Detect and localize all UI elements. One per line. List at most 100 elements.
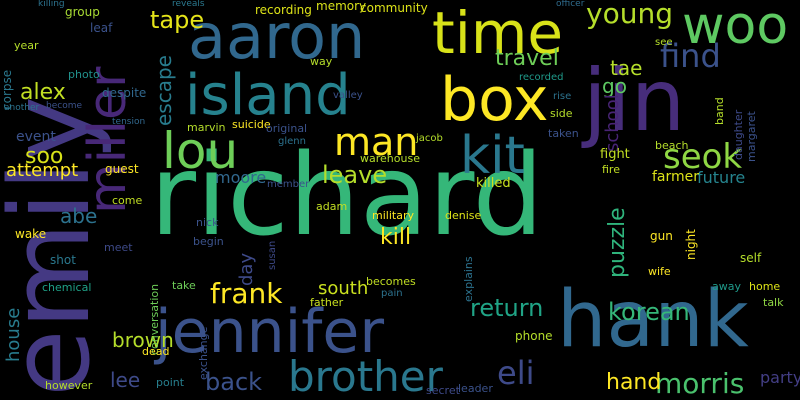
word: jennifer bbox=[155, 297, 385, 367]
word: aaron bbox=[188, 0, 366, 73]
word: phone bbox=[515, 329, 553, 343]
word: recording bbox=[255, 3, 312, 17]
word: dead bbox=[142, 345, 170, 358]
word: margaret bbox=[745, 111, 758, 162]
word: leaf bbox=[90, 21, 113, 35]
word: find bbox=[660, 37, 721, 75]
word: return bbox=[470, 294, 544, 322]
word: talk bbox=[763, 296, 784, 309]
word: group bbox=[65, 5, 100, 19]
word: community bbox=[360, 1, 428, 15]
word: year bbox=[14, 39, 39, 52]
word: rise bbox=[553, 91, 572, 102]
word: guest bbox=[105, 162, 139, 176]
word: officer bbox=[556, 0, 585, 9]
word: father bbox=[310, 296, 344, 309]
word: shot bbox=[50, 253, 76, 267]
word: military bbox=[372, 209, 414, 222]
word: daughter bbox=[732, 109, 745, 160]
word: killed bbox=[476, 176, 511, 191]
word: nick bbox=[196, 216, 219, 229]
word: gun bbox=[650, 229, 673, 243]
word: tension bbox=[112, 117, 146, 127]
word: abe bbox=[60, 204, 98, 228]
word: leader bbox=[458, 382, 493, 395]
word: pain bbox=[381, 288, 403, 299]
word: meet bbox=[104, 241, 133, 254]
word: soo bbox=[25, 144, 64, 169]
word: go bbox=[602, 74, 627, 98]
word: back bbox=[205, 368, 263, 396]
word: puzzle bbox=[605, 207, 630, 278]
word: night bbox=[684, 229, 698, 260]
word: jacob bbox=[416, 133, 443, 144]
word: self bbox=[740, 251, 762, 265]
word: tape bbox=[150, 6, 205, 34]
word: time bbox=[432, 0, 564, 67]
word: suicide bbox=[232, 118, 271, 131]
word: korean bbox=[608, 298, 690, 326]
word: farmer bbox=[652, 169, 700, 185]
word: wake bbox=[15, 227, 47, 241]
word: reveals bbox=[172, 0, 205, 9]
word: event bbox=[16, 129, 56, 145]
word: away bbox=[712, 280, 741, 293]
word: way bbox=[310, 55, 333, 68]
word: brother bbox=[288, 352, 443, 400]
word: lou bbox=[162, 122, 239, 180]
word: hand bbox=[606, 370, 662, 395]
word: exchange bbox=[197, 326, 210, 380]
word: recorded bbox=[519, 72, 564, 83]
word: eli bbox=[497, 354, 535, 392]
word: morris bbox=[655, 367, 745, 400]
word: valley bbox=[333, 90, 363, 101]
word: explains bbox=[462, 256, 475, 302]
word: south bbox=[318, 278, 369, 299]
word: woo bbox=[682, 0, 789, 56]
word: travel bbox=[495, 46, 559, 71]
word: however bbox=[45, 379, 93, 392]
word: becomes bbox=[366, 275, 416, 288]
word: island bbox=[185, 63, 351, 128]
word: beach bbox=[655, 139, 689, 152]
word: fire bbox=[602, 163, 620, 176]
word: future bbox=[697, 168, 746, 187]
word: school bbox=[602, 94, 623, 152]
word: kill bbox=[380, 225, 412, 250]
word: despite bbox=[102, 86, 147, 100]
word: wife bbox=[648, 265, 671, 278]
word: home bbox=[749, 280, 781, 293]
word: tae bbox=[610, 56, 643, 80]
word: kit bbox=[460, 126, 525, 186]
word: frank bbox=[210, 277, 283, 310]
word: band bbox=[713, 97, 726, 125]
word: become bbox=[46, 101, 83, 111]
word: killing bbox=[38, 0, 65, 9]
word: member bbox=[267, 179, 310, 190]
word: box bbox=[440, 65, 549, 135]
word: jin bbox=[583, 51, 686, 151]
word: chemical bbox=[42, 281, 92, 294]
word: alex bbox=[20, 80, 66, 105]
word: lee bbox=[110, 368, 141, 392]
word: glenn bbox=[278, 136, 306, 147]
word: leave bbox=[322, 161, 388, 189]
word: begin bbox=[193, 235, 224, 248]
word: come bbox=[112, 194, 143, 207]
word: side bbox=[550, 107, 573, 120]
word: escape bbox=[152, 55, 176, 126]
word: man bbox=[334, 120, 419, 164]
word: fight bbox=[600, 147, 630, 162]
word: another bbox=[4, 103, 40, 113]
word: point bbox=[156, 376, 185, 389]
word: attempt bbox=[6, 160, 79, 181]
word: richard bbox=[150, 131, 544, 261]
word: warehouse bbox=[360, 152, 420, 165]
word: adam bbox=[316, 200, 348, 213]
word: susan bbox=[267, 240, 278, 270]
word: see bbox=[655, 37, 673, 48]
word: moore bbox=[215, 168, 267, 187]
word: photo bbox=[68, 68, 100, 81]
word: party bbox=[760, 368, 800, 387]
